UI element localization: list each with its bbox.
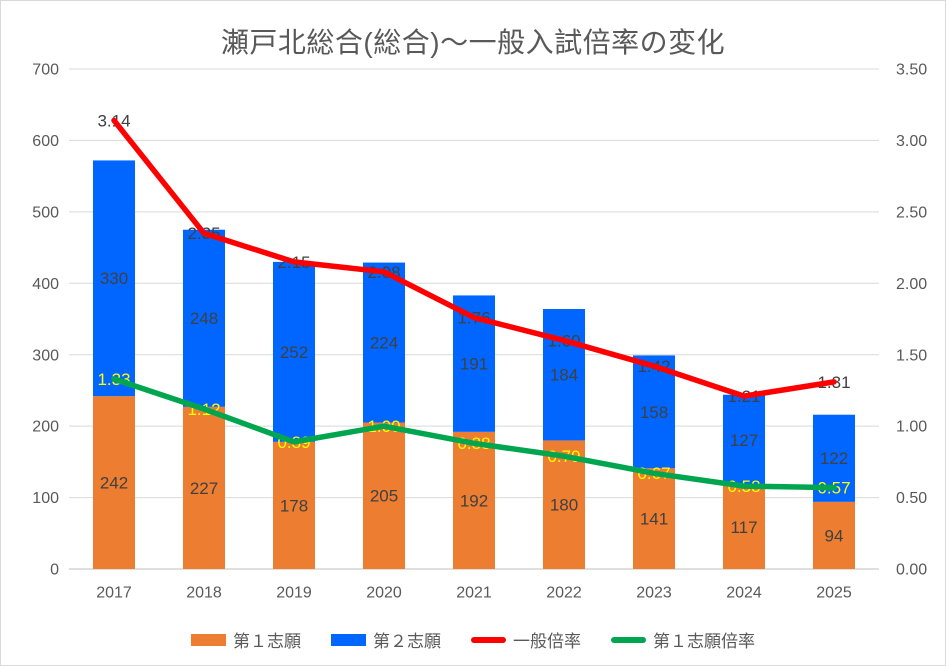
left-axis-tick-label: 600: [32, 133, 59, 150]
bar-segment: [93, 160, 135, 397]
right-axis-tick-label: 0.50: [896, 490, 927, 507]
x-axis-category-label: 2020: [366, 585, 402, 602]
bar-segment: [543, 440, 585, 569]
bar-data-label: 330: [100, 269, 128, 288]
legend-bar-swatch: [191, 633, 226, 646]
legend-label: 第１志願倍率: [653, 632, 755, 651]
bar-data-label: 158: [640, 403, 668, 422]
right-axis-tick-label: 1.00: [896, 419, 927, 436]
chart-title: 瀬戸北総合(総合)～一般入試倍率の変化: [220, 27, 726, 58]
left-axis-tick-label: 400: [32, 276, 59, 293]
legend: 第１志願 第２志願 一般倍率 第１志願倍率: [1, 627, 945, 652]
left-axis-tick-label: 100: [32, 490, 59, 507]
bar-segment: [183, 406, 225, 569]
bar-segment: [363, 262, 405, 423]
legend-label: 一般倍率: [513, 632, 581, 651]
bar-segment: [723, 394, 765, 486]
x-axis-category-label: 2021: [456, 585, 492, 602]
bar-data-label: 184: [550, 366, 578, 385]
bar-data-label: 252: [280, 343, 308, 362]
legend-line-swatch: [471, 636, 506, 643]
bar-data-label: 141: [640, 510, 668, 529]
left-axis-tick-label: 0: [50, 562, 59, 579]
bar-data-label: 227: [190, 479, 218, 498]
legend-bar-swatch: [331, 633, 366, 646]
x-axis-category-label: 2023: [636, 585, 672, 602]
bar-data-label: 178: [280, 496, 308, 515]
right-axis-tick-label: 1.50: [896, 347, 927, 364]
left-axis-tick-label: 200: [32, 419, 59, 436]
bar-segment: [183, 229, 225, 407]
bar-segment: [543, 309, 585, 441]
right-axis-tick-label: 2.00: [896, 276, 927, 293]
x-axis-category-label: 2019: [276, 585, 312, 602]
left-axis-tick-label: 500: [32, 204, 59, 221]
bar-data-label: 224: [370, 334, 398, 353]
legend-label: 第２志願: [373, 632, 441, 651]
legend-item: 第２志願: [331, 627, 441, 652]
x-axis-category-label: 2022: [546, 585, 582, 602]
left-axis-tick-label: 300: [32, 347, 59, 364]
bar-data-label: 117: [730, 518, 757, 537]
left-axis-tick-label: 700: [32, 62, 59, 79]
bar-data-label: 205: [370, 487, 398, 506]
bar-data-label: 122: [820, 449, 848, 468]
bar-segment: [273, 261, 315, 442]
bar-data-label: 191: [460, 355, 488, 374]
right-axis-tick-label: 3.50: [896, 62, 927, 79]
legend-label: 第１志願: [233, 632, 301, 651]
x-axis-category-label: 2017: [96, 585, 132, 602]
x-axis-category-label: 2024: [726, 585, 762, 602]
bar-segment: [273, 441, 315, 569]
x-axis-category-label: 2025: [816, 585, 852, 602]
bar-data-label: 127: [730, 431, 758, 450]
bar-segment: [93, 396, 135, 569]
right-axis-tick-label: 0.00: [896, 562, 927, 579]
bar-data-label: 94: [825, 526, 844, 545]
x-axis-category-label: 2018: [186, 585, 222, 602]
line-series: [111, 376, 837, 491]
bar-segment: [363, 422, 405, 569]
right-axis-tick-label: 3.00: [896, 133, 927, 150]
bar-segment: [633, 468, 675, 569]
line-series: [111, 117, 837, 399]
legend-item: 第１志願倍率: [611, 627, 755, 652]
bar-segment: [633, 355, 675, 469]
bar-segment: [723, 485, 765, 569]
bar-data-label: 192: [460, 491, 488, 510]
bar-data-label: 242: [100, 474, 128, 493]
bar-data-label: 180: [550, 496, 578, 515]
bar-segment: [453, 431, 495, 569]
legend-line-swatch: [611, 636, 646, 643]
bar-segment: [813, 501, 855, 569]
legend-item: 第１志願: [191, 627, 301, 652]
right-axis-tick-label: 2.50: [896, 204, 927, 221]
bar-data-label: 248: [190, 309, 218, 328]
legend-item: 一般倍率: [471, 627, 581, 652]
